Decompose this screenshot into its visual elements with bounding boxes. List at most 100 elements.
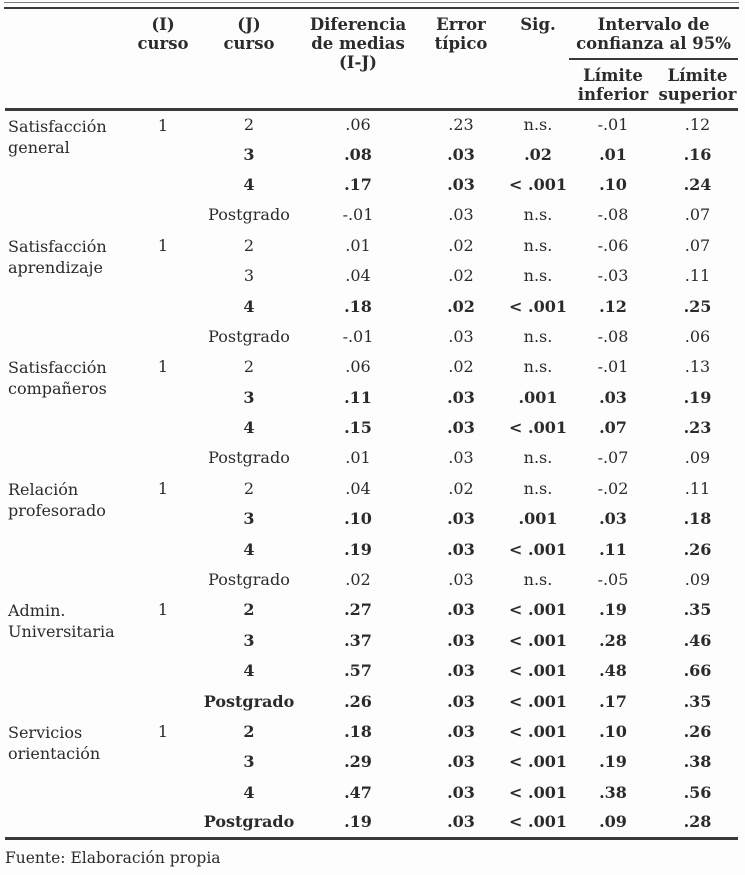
cell-error-tipico: .03 <box>447 600 475 620</box>
cell-sig: .001 <box>518 509 558 529</box>
cell-limite-inferior: .03 <box>599 387 627 407</box>
column-header-j-curso: (J) curso <box>197 9 301 111</box>
cell-limite-inferior: -.01 <box>597 357 629 377</box>
cell-limite-superior: .25 <box>683 296 712 316</box>
table-header: (I) curso (J) curso Diferencia de medias… <box>5 9 739 111</box>
cell-sig: < .001 <box>509 782 567 802</box>
table-row: Satisfacción compañeros 1 2 .06 .02 n.s. -.01.… <box>5 352 738 398</box>
cell-limite-inferior: .03 <box>599 509 627 529</box>
cell-j-curso: 4 <box>243 418 255 438</box>
cell-limite-inferior: -.05 <box>597 570 629 590</box>
cell-limite-inferior: .09 <box>599 812 627 832</box>
cell-diferencia-medias: .01 <box>345 235 371 255</box>
table-row: 4 .47 .03 < .001 .38 .56 <box>5 778 738 808</box>
cell-j-curso: 3 <box>243 387 255 407</box>
cell-error-tipico: .02 <box>448 266 474 286</box>
cell-diferencia-medias: .06 <box>345 114 371 134</box>
cell-j-curso: 4 <box>243 296 255 316</box>
cell-j-curso: 3 <box>243 509 255 529</box>
cell-limite-inferior: -.01 <box>597 114 629 134</box>
cell-error-tipico: .03 <box>447 387 475 407</box>
cell-diferencia-medias: .15 <box>344 418 372 438</box>
cell-limite-inferior: .11 <box>599 539 627 559</box>
cell-diferencia-medias: .06 <box>345 357 371 377</box>
cell-diferencia-medias: .18 <box>344 722 372 741</box>
cell-j-curso: Postgrado <box>203 691 295 711</box>
cell-limite-superior: .13 <box>684 357 711 377</box>
cell-error-tipico: .03 <box>448 205 474 225</box>
cell-limite-inferior: -.07 <box>597 448 629 468</box>
cell-limite-superior: .26 <box>683 722 712 741</box>
cell-j-curso: 3 <box>243 630 255 650</box>
cell-limite-superior: .24 <box>683 174 712 194</box>
cell-limite-superior: .06 <box>684 326 711 346</box>
cell-limite-superior: .28 <box>683 812 712 832</box>
cell-diferencia-medias: .11 <box>344 387 372 407</box>
cell-limite-inferior: .01 <box>599 144 627 164</box>
posthoc-comparison-table: (I) curso (J) curso Diferencia de medias… <box>5 9 739 840</box>
cell-limite-superior: .19 <box>683 387 712 407</box>
cell-limite-inferior: .48 <box>599 661 627 681</box>
cell-j-curso: 2 <box>243 235 255 255</box>
cell-error-tipico: .23 <box>448 114 474 134</box>
cell-limite-inferior: -.03 <box>597 266 629 286</box>
cell-sig: n.s. <box>523 326 553 346</box>
table-row: 4 .15 .03 < .001 .07 .23 <box>5 413 738 443</box>
table-row: Postgrado .02 .03 n.s. -.05 .09 <box>5 565 738 595</box>
table-row: 3 .37 .03 < .001 .28 .46 <box>5 626 738 656</box>
cell-j-curso: Postgrado <box>208 570 290 590</box>
cell-diferencia-medias: .18 <box>344 296 372 316</box>
cell-limite-superior: .11 <box>684 478 711 498</box>
cell-limite-superior: .35 <box>683 600 712 620</box>
cell-diferencia-medias: .17 <box>344 174 372 194</box>
cell-limite-inferior: .19 <box>599 752 627 772</box>
cell-error-tipico: .02 <box>447 296 475 316</box>
table-row: Postgrado .19 .03 < .001 .09 .28 <box>5 808 738 838</box>
cell-limite-inferior: .12 <box>599 296 627 316</box>
cell-diferencia-medias: .04 <box>345 266 371 286</box>
cell-error-tipico: .03 <box>447 782 475 802</box>
table-row: Postgrado .01 .03 n.s. -.07 .09 <box>5 443 738 473</box>
cell-j-curso: 2 <box>243 478 255 498</box>
cell-error-tipico: .03 <box>447 722 475 741</box>
factor-label: Satisfacción general <box>8 116 107 157</box>
cell-limite-inferior: -.08 <box>597 205 629 225</box>
cell-diferencia-medias: .29 <box>344 752 372 772</box>
cell-error-tipico: .03 <box>447 630 475 650</box>
cell-i-curso: 1 <box>157 478 169 498</box>
cell-j-curso: Postgrado <box>208 326 290 346</box>
cell-diferencia-medias: .04 <box>345 478 371 498</box>
cell-i-curso: 1 <box>157 600 169 620</box>
column-header-limite-inferior: Límite inferior <box>569 59 657 111</box>
cell-diferencia-medias: .47 <box>344 782 372 802</box>
cell-limite-superior: .46 <box>683 630 712 650</box>
cell-j-curso: Postgrado <box>203 812 295 832</box>
cell-j-curso: 2 <box>243 722 255 741</box>
cell-limite-inferior: -.02 <box>597 478 629 498</box>
table-row: 3 .29 .03 < .001 .19 .38 <box>5 747 738 777</box>
cell-sig: < .001 <box>509 661 567 681</box>
cell-limite-superior: .26 <box>683 539 712 559</box>
cell-sig: n.s. <box>523 114 553 134</box>
factor-label: Servicios orientación <box>8 722 101 763</box>
source-note: Fuente: Elaboración propia <box>5 848 221 867</box>
cell-error-tipico: .02 <box>448 357 474 377</box>
table-body: Satisfacción general 1 2 .06 .23 n.s. -.01 .12 3… <box>5 109 738 838</box>
cell-i-curso: 1 <box>157 235 169 255</box>
cell-i-curso: 1 <box>157 357 169 377</box>
cell-sig: .02 <box>524 144 552 164</box>
table-row: 3 .04 .02 n.s. -.03 .11 <box>5 261 738 291</box>
cell-diferencia-medias: -.01 <box>342 326 374 346</box>
cell-limite-superior: .07 <box>684 205 711 225</box>
cell-diferencia-medias: .02 <box>345 570 371 590</box>
cell-limite-superior: .09 <box>684 570 711 590</box>
table-row: Postgrado .26 .03 < .001 .17 .35 <box>5 686 738 716</box>
table-row: Postgrado -.01 .03 n.s. -.08 .07 <box>5 200 738 230</box>
cell-sig: < .001 <box>509 752 567 772</box>
cell-sig: < .001 <box>509 174 567 194</box>
cell-error-tipico: .03 <box>447 509 475 529</box>
cell-error-tipico: .03 <box>448 326 474 346</box>
cell-diferencia-medias: .57 <box>344 661 372 681</box>
cell-j-curso: 4 <box>243 782 255 802</box>
